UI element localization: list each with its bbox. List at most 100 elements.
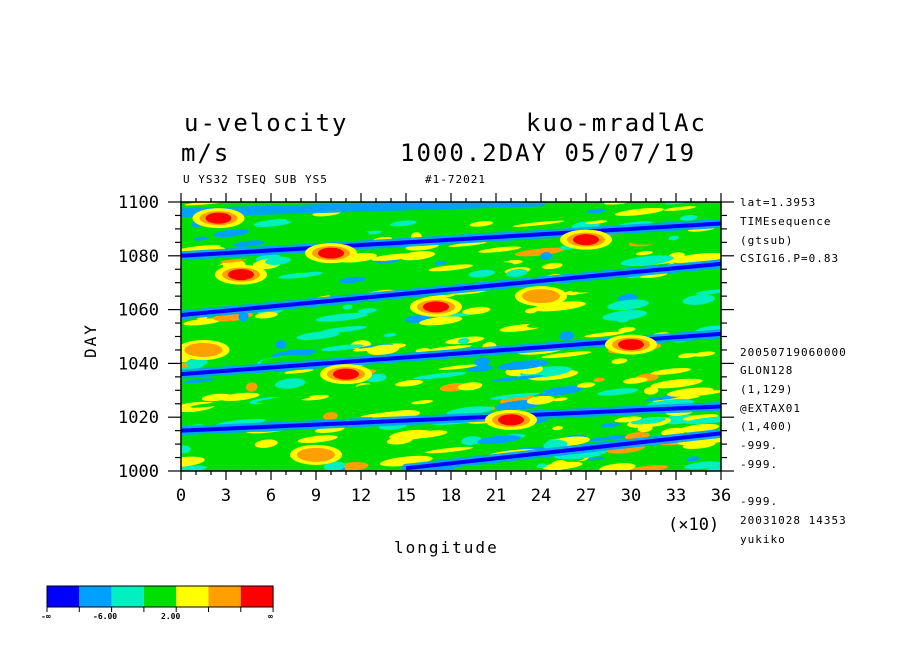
texture-patch	[457, 338, 470, 344]
texture-patch	[193, 236, 209, 241]
texture-patch	[190, 402, 232, 408]
time-label: 1000.2DAY 05/07/19	[400, 139, 696, 167]
texture-patch	[284, 369, 314, 374]
texture-patch	[419, 316, 463, 326]
hotspot-ring	[522, 289, 560, 304]
texture-patch	[394, 442, 437, 451]
texture-patch	[446, 406, 493, 416]
side-info-line: @EXTAX01	[740, 402, 801, 415]
colorbar-label: ∞	[268, 612, 273, 621]
hotspot-core	[573, 234, 599, 246]
texture-patch	[678, 353, 698, 359]
colorbar-swatch	[240, 586, 274, 607]
texture-patch	[618, 327, 636, 333]
texture-patch	[477, 435, 521, 445]
texture-patch	[351, 384, 383, 395]
texture-patch	[526, 321, 553, 328]
texture-patch	[238, 311, 249, 322]
texture-patch	[584, 331, 626, 338]
colorbar-label: 2.00	[161, 612, 180, 621]
texture-patch	[650, 378, 703, 389]
texture-patch	[342, 304, 353, 310]
texture-patch	[514, 247, 565, 257]
x-tick-label: 6	[266, 486, 276, 506]
texture-patch	[181, 259, 223, 270]
x-tick-label: 12	[351, 486, 371, 506]
texture-patch	[541, 351, 592, 359]
texture-patch	[248, 230, 261, 237]
texture-patch	[181, 323, 234, 332]
texture-patch	[432, 402, 477, 409]
y-tick-label: 1080	[118, 247, 159, 267]
texture-patch	[568, 291, 579, 296]
texture-patch	[553, 397, 568, 402]
texture-patch	[321, 344, 364, 352]
texture-patch	[585, 220, 608, 225]
texture-patch	[219, 258, 247, 263]
texture-patch	[233, 240, 265, 247]
texture-patch	[349, 218, 399, 229]
colorbar-swatch	[111, 586, 144, 607]
texture-patch	[597, 388, 639, 396]
texture-patch	[611, 358, 628, 364]
texture-patch	[260, 355, 312, 365]
texture-patch	[663, 206, 697, 211]
texture-patch	[497, 360, 550, 371]
texture-patch	[435, 266, 458, 271]
texture-patch	[450, 330, 468, 338]
texture-patch	[695, 289, 721, 295]
texture-patch	[245, 382, 258, 392]
side-info-line: (1,400)	[740, 420, 793, 433]
side-info-line: 20050719060000	[740, 346, 847, 359]
texture-patch	[550, 460, 569, 471]
texture-patch	[623, 377, 648, 384]
texture-patch	[586, 435, 634, 442]
texture-patch	[265, 256, 291, 265]
texture-patch	[219, 392, 260, 401]
texture-patch	[186, 383, 233, 393]
texture-patch	[685, 415, 721, 425]
texture-patch	[644, 386, 659, 395]
texture-patch	[536, 463, 547, 469]
texture-patch	[614, 207, 664, 216]
side-info-line: yukiko	[740, 533, 786, 546]
texture-patch	[512, 220, 565, 227]
texture-patch	[323, 461, 346, 471]
x-axis-ticks: 0 3 6 9 12 15 18 21 24 27 30 33 36	[176, 193, 731, 506]
texture-patch	[278, 271, 323, 279]
texture-patch	[186, 357, 208, 368]
texture-patch	[491, 375, 544, 382]
texture-patch	[379, 455, 433, 467]
side-info-line: GLON128	[740, 364, 793, 377]
texture-patch	[301, 395, 329, 401]
y-axis-ticks: 1000 1020 1040 1060 1080 1100	[118, 193, 734, 482]
texture-patch	[297, 435, 338, 443]
x-tick-label: 9	[311, 486, 321, 506]
side-info-line: lat=1.3953	[740, 196, 816, 209]
texture-patch	[399, 251, 436, 261]
texture-patch	[540, 252, 553, 260]
colorbar-swatch	[47, 586, 80, 607]
colorbar	[46, 585, 274, 612]
y-tick-label: 1060	[118, 301, 159, 321]
texture-patch	[478, 246, 521, 253]
texture-patch	[461, 436, 482, 446]
texture-patch	[602, 310, 647, 321]
texture-patch	[667, 387, 714, 397]
side-info-line: -999.	[740, 458, 778, 471]
texture-patch	[390, 220, 417, 227]
x-tick-label: 24	[531, 486, 551, 506]
texture-patch	[587, 208, 606, 214]
texture-patch	[686, 456, 700, 462]
side-info: lat=1.3953 TIMEsequence (gtsub) CSIG16.P…	[740, 196, 847, 546]
side-info-line: 20031028 14353	[740, 514, 847, 527]
texture-patch	[184, 330, 212, 340]
texture-patch	[181, 456, 205, 468]
texture-patch	[339, 276, 366, 284]
texture-patch	[682, 414, 719, 421]
texture-patch	[426, 345, 472, 351]
negative-band	[181, 202, 542, 215]
texture-patch	[684, 461, 721, 470]
texture-patch	[466, 365, 493, 373]
